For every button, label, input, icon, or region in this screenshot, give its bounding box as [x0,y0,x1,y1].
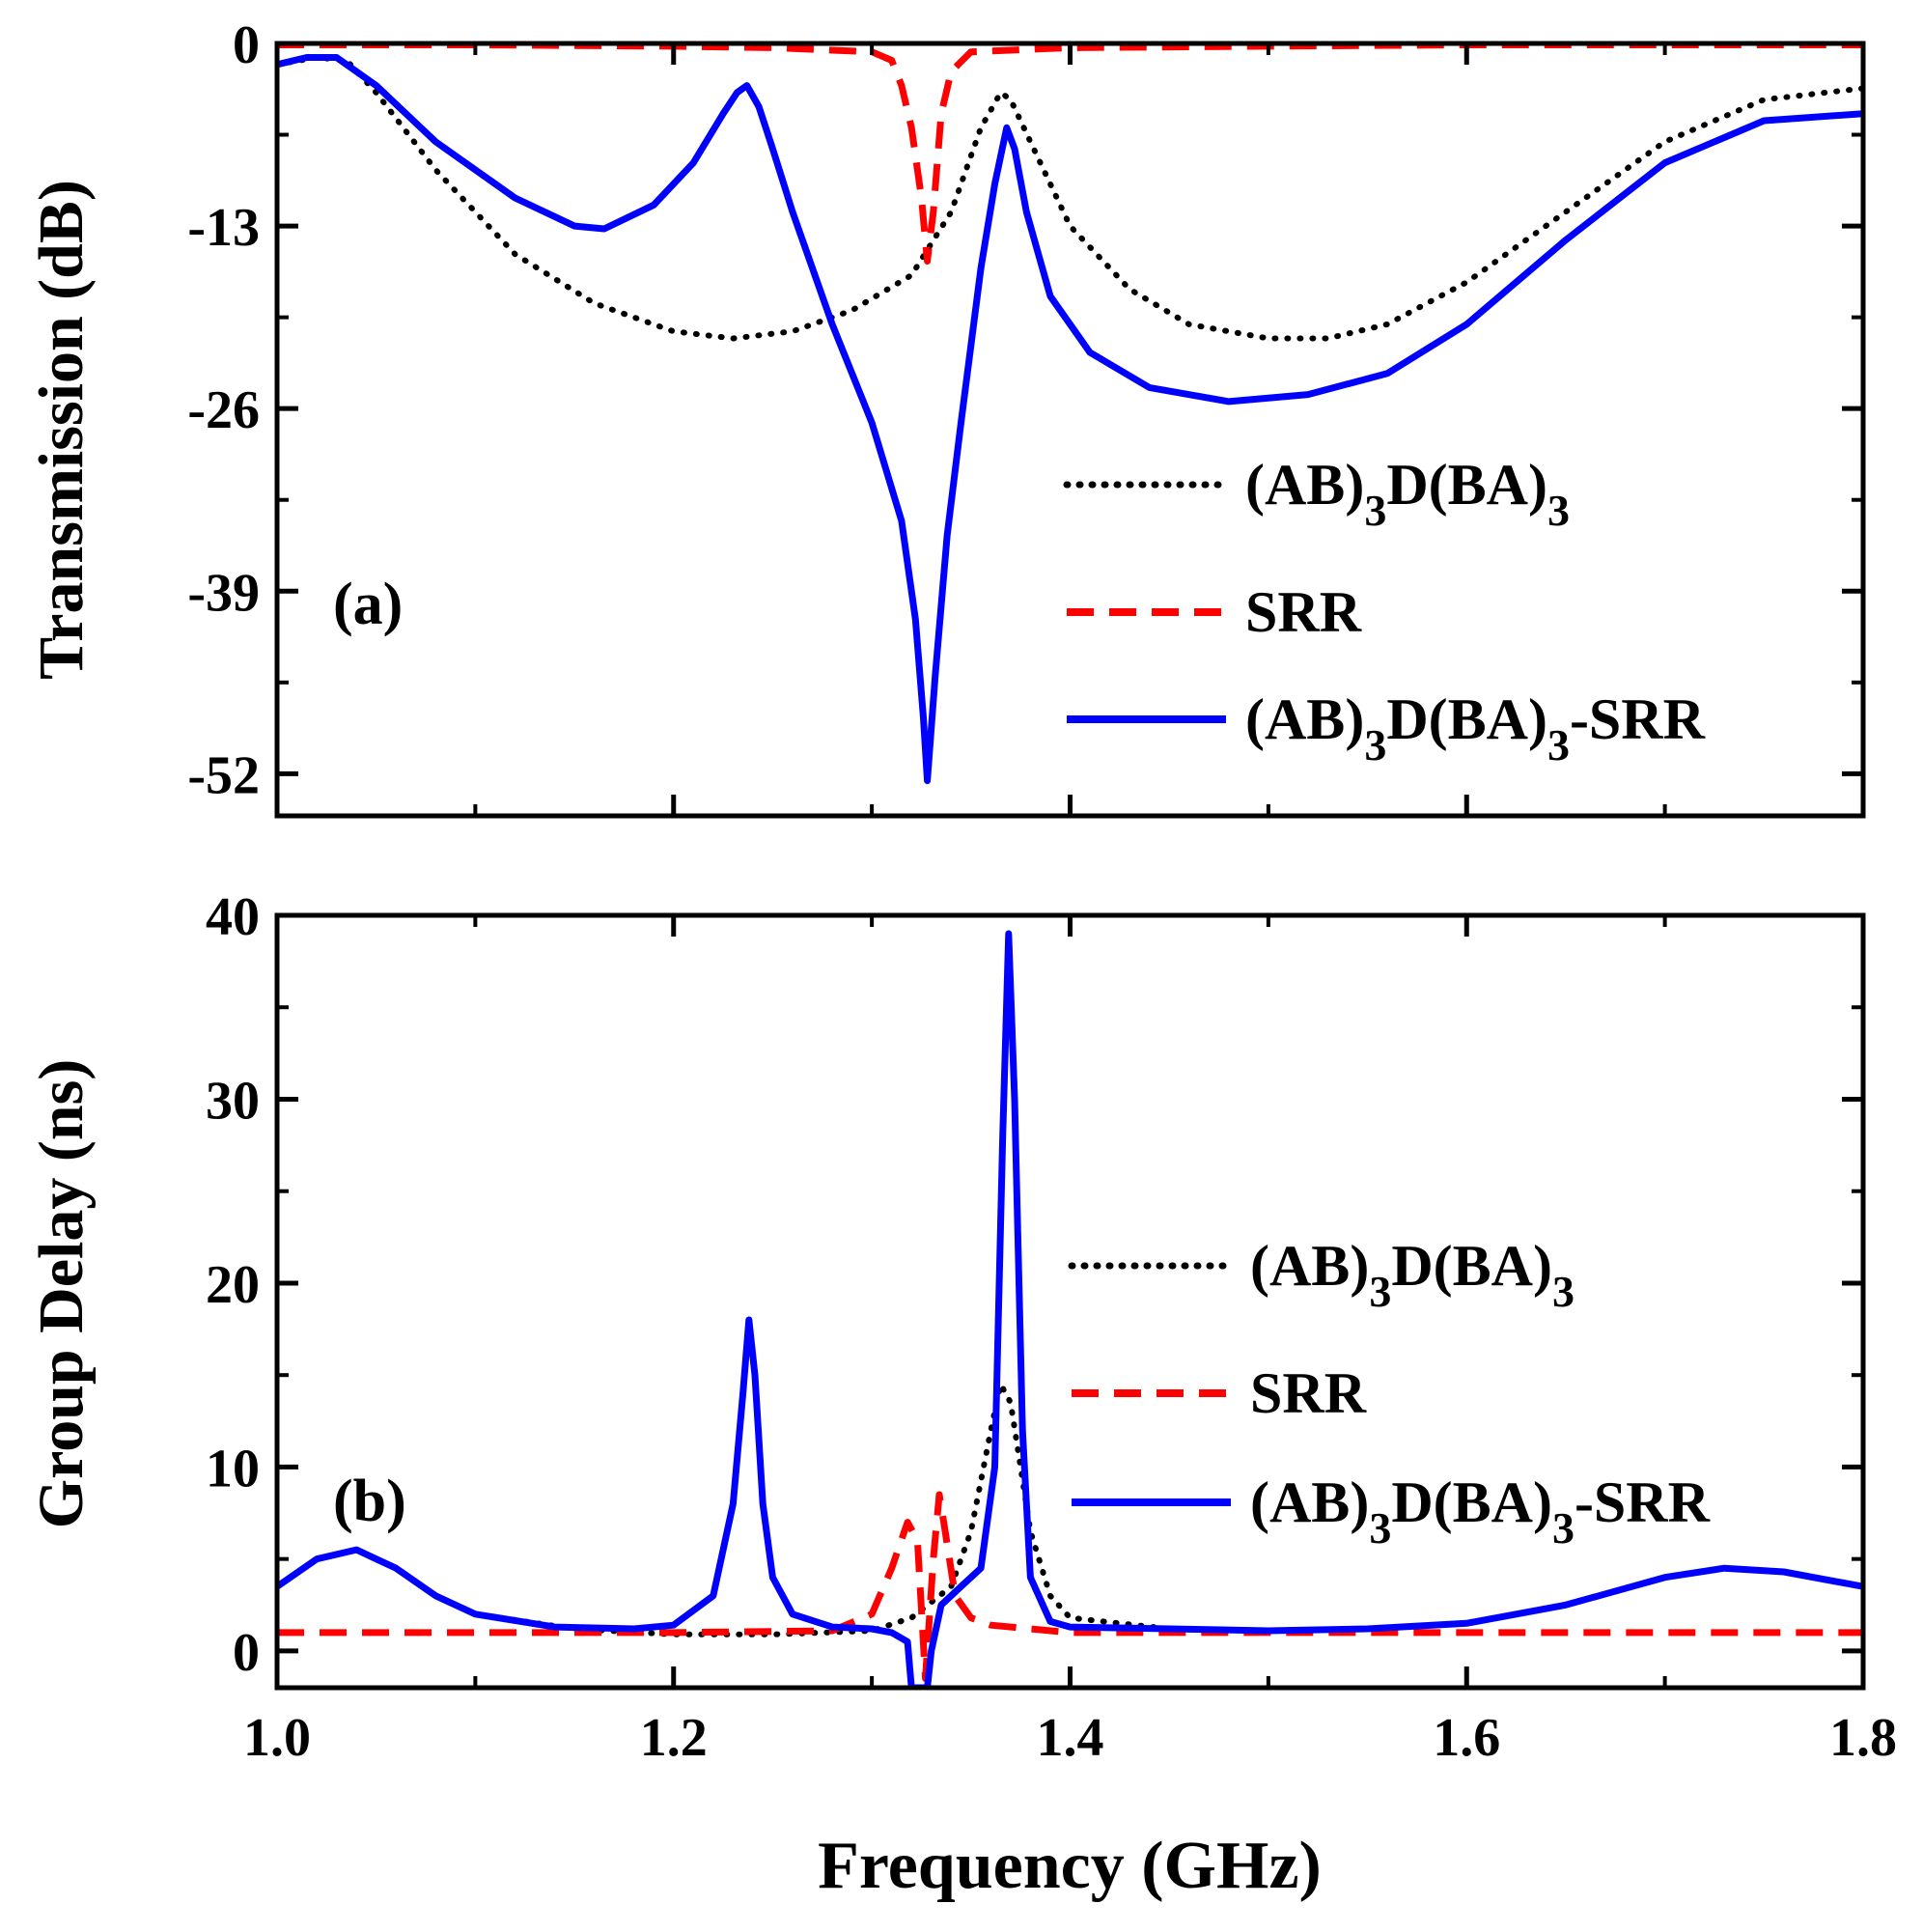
panel-a-ylabel: Transmission (dB) [26,180,97,680]
ytick-label-b: 10 [206,1439,260,1498]
panel-a-legend: (AB)3D(BA)3 SRR (AB)3D(BA)3-SRR [1063,453,1706,770]
legend-b-dashed-label: SRR [1250,1361,1367,1425]
xtick-label: 1.8 [1829,1708,1897,1768]
ytick-label-a: 0 [233,15,260,75]
panel-a-series [277,43,1863,785]
x-axis-label: Frequency (GHz) [818,1829,1322,1903]
panel-b-frame [274,912,1866,1691]
xtick-label: 1.2 [640,1708,708,1768]
ytick-label-b: 30 [206,1071,260,1131]
series-b-solid [277,930,1863,1688]
panel-b-label: (b) [333,1469,406,1534]
ytick-label-a: -13 [187,198,260,258]
ytick-label-b: 0 [233,1623,260,1683]
ytick-label-b: 40 [206,887,260,947]
series-a-solid [277,54,1863,785]
panel-b-xticks: 1.0 1.2 1.4 1.6 1.8 [243,915,1897,1768]
panel-a-xticks [274,43,1866,816]
legend-a-dotted-label: (AB)3D(BA)3 [1245,453,1570,535]
panel-a-yticks: 0 -13 -26 -39 -52 [187,15,1863,805]
legend-a-solid-label: (AB)3D(BA)3-SRR [1245,687,1706,770]
ytick-label-a: -39 [187,563,260,623]
panel-b-legend: (AB)3D(BA)3 SRR (AB)3D(BA)3-SRR [1068,1234,1711,1553]
ytick-label-a: -26 [187,380,260,440]
panel-a-label: (a) [333,572,403,637]
legend-a-dashed-label: SRR [1245,580,1362,644]
panel-b-series [277,930,1863,1688]
xtick-label: 1.0 [243,1708,311,1768]
legend-b-dotted-label: (AB)3D(BA)3 [1250,1234,1575,1316]
ytick-label-a: -52 [187,745,260,805]
panel-b-ylabel: Group Delay (ns) [26,1059,97,1529]
xtick-label: 1.6 [1433,1708,1500,1768]
panel-b-yticks: 0 10 20 30 40 [206,887,1863,1683]
series-b-dashed [277,1491,1863,1682]
panel-a: 0 -13 -26 -39 -52 Transmission (dB) (a) (AB)… [26,15,1866,819]
legend-b-solid-label: (AB)3D(BA)3-SRR [1250,1470,1711,1553]
series-a-dashed [277,43,1863,265]
series-a-dotted [277,54,1863,342]
xtick-label: 1.4 [1037,1708,1104,1768]
ytick-label-b: 20 [206,1255,260,1315]
panel-b: 0 10 20 30 40 1.0 1.2 1.4 1.6 1.8 Group Delay (n… [26,887,1897,1768]
